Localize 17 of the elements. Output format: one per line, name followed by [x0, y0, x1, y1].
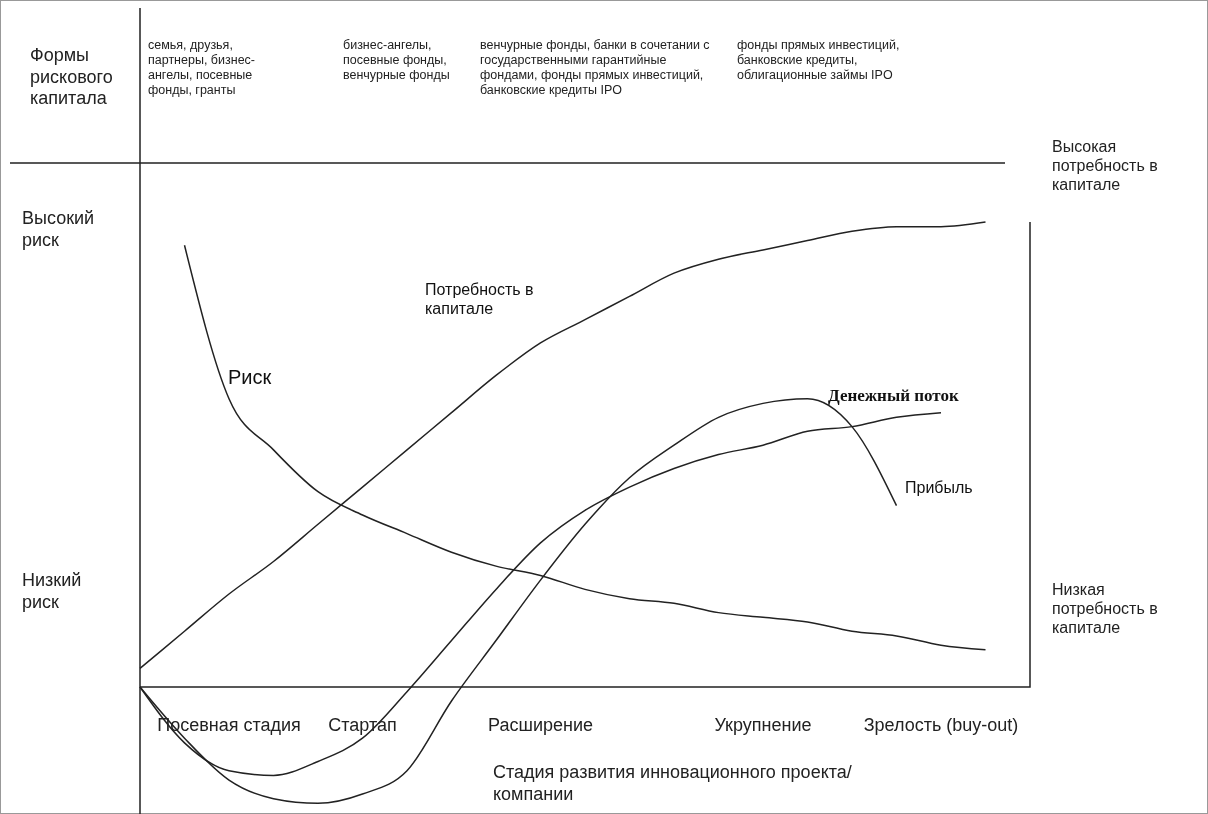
x-tick-label: Укрупнение — [714, 714, 812, 735]
text: Высокая потребность в капитале — [1052, 137, 1159, 195]
series-label: Денежный поток — [828, 386, 960, 407]
text: бизнес-ангелы, посевные фонды, венчурные фонды — [343, 38, 451, 83]
x-tick-label: Расширение — [488, 714, 593, 735]
x-tick-label: Зрелость (buy-out) — [863, 714, 1019, 735]
series-label: Риск — [228, 365, 273, 389]
series-label: Прибыль — [905, 478, 974, 498]
x-axis-title: Стадия развития инновационного проекта/компании — [493, 762, 853, 806]
series-label: Потребность в капитале — [425, 280, 535, 319]
text: венчурные фонды, банки в сочетании с государственными гарантийные фондами, фонды прямых инвестиций, банковские кредиты IPO — [480, 38, 711, 98]
text: Низкая потребность в капитале — [1052, 580, 1159, 638]
text: Низкий риск — [22, 570, 83, 614]
text: Формы рискового капитала — [30, 45, 114, 110]
text: семья, друзья, партнеры, бизнес-ангелы, посевные фонды, гранты — [148, 38, 256, 98]
text: Высокий риск — [22, 208, 96, 252]
text: фонды прямых инвестиций, банковские кредиты, облигационные займы IPO — [737, 38, 901, 83]
